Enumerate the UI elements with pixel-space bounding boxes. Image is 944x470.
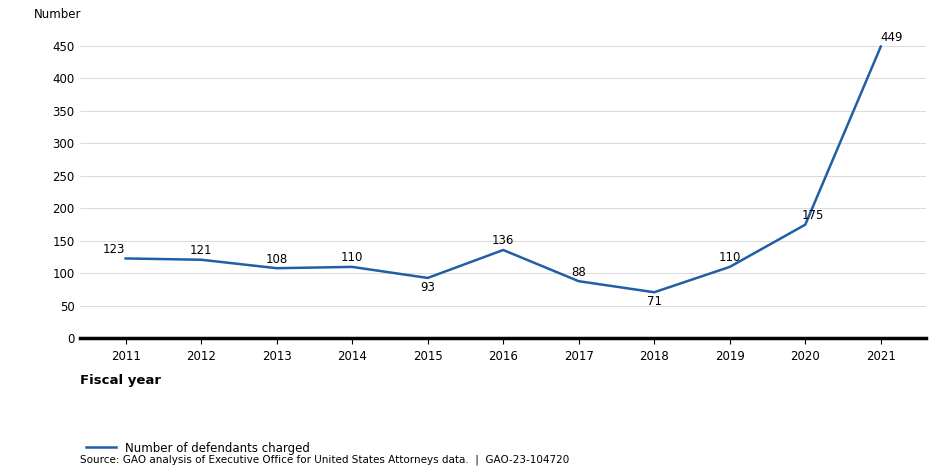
Text: Fiscal year: Fiscal year [80, 374, 161, 387]
Text: 108: 108 [265, 252, 288, 266]
Text: Number: Number [34, 8, 81, 21]
Text: 88: 88 [571, 266, 585, 279]
Text: 175: 175 [801, 209, 823, 222]
Legend: Number of defendants charged: Number of defendants charged [86, 442, 310, 455]
Text: 71: 71 [646, 295, 661, 308]
Text: 121: 121 [190, 244, 212, 257]
Text: 136: 136 [492, 235, 514, 247]
Text: 110: 110 [341, 251, 363, 264]
Text: Source: GAO analysis of Executive Office for United States Attorneys data.  |  G: Source: GAO analysis of Executive Office… [80, 455, 569, 465]
Text: 110: 110 [717, 251, 740, 264]
Text: 449: 449 [880, 31, 902, 44]
Text: 123: 123 [103, 243, 126, 256]
Text: 93: 93 [420, 281, 434, 294]
